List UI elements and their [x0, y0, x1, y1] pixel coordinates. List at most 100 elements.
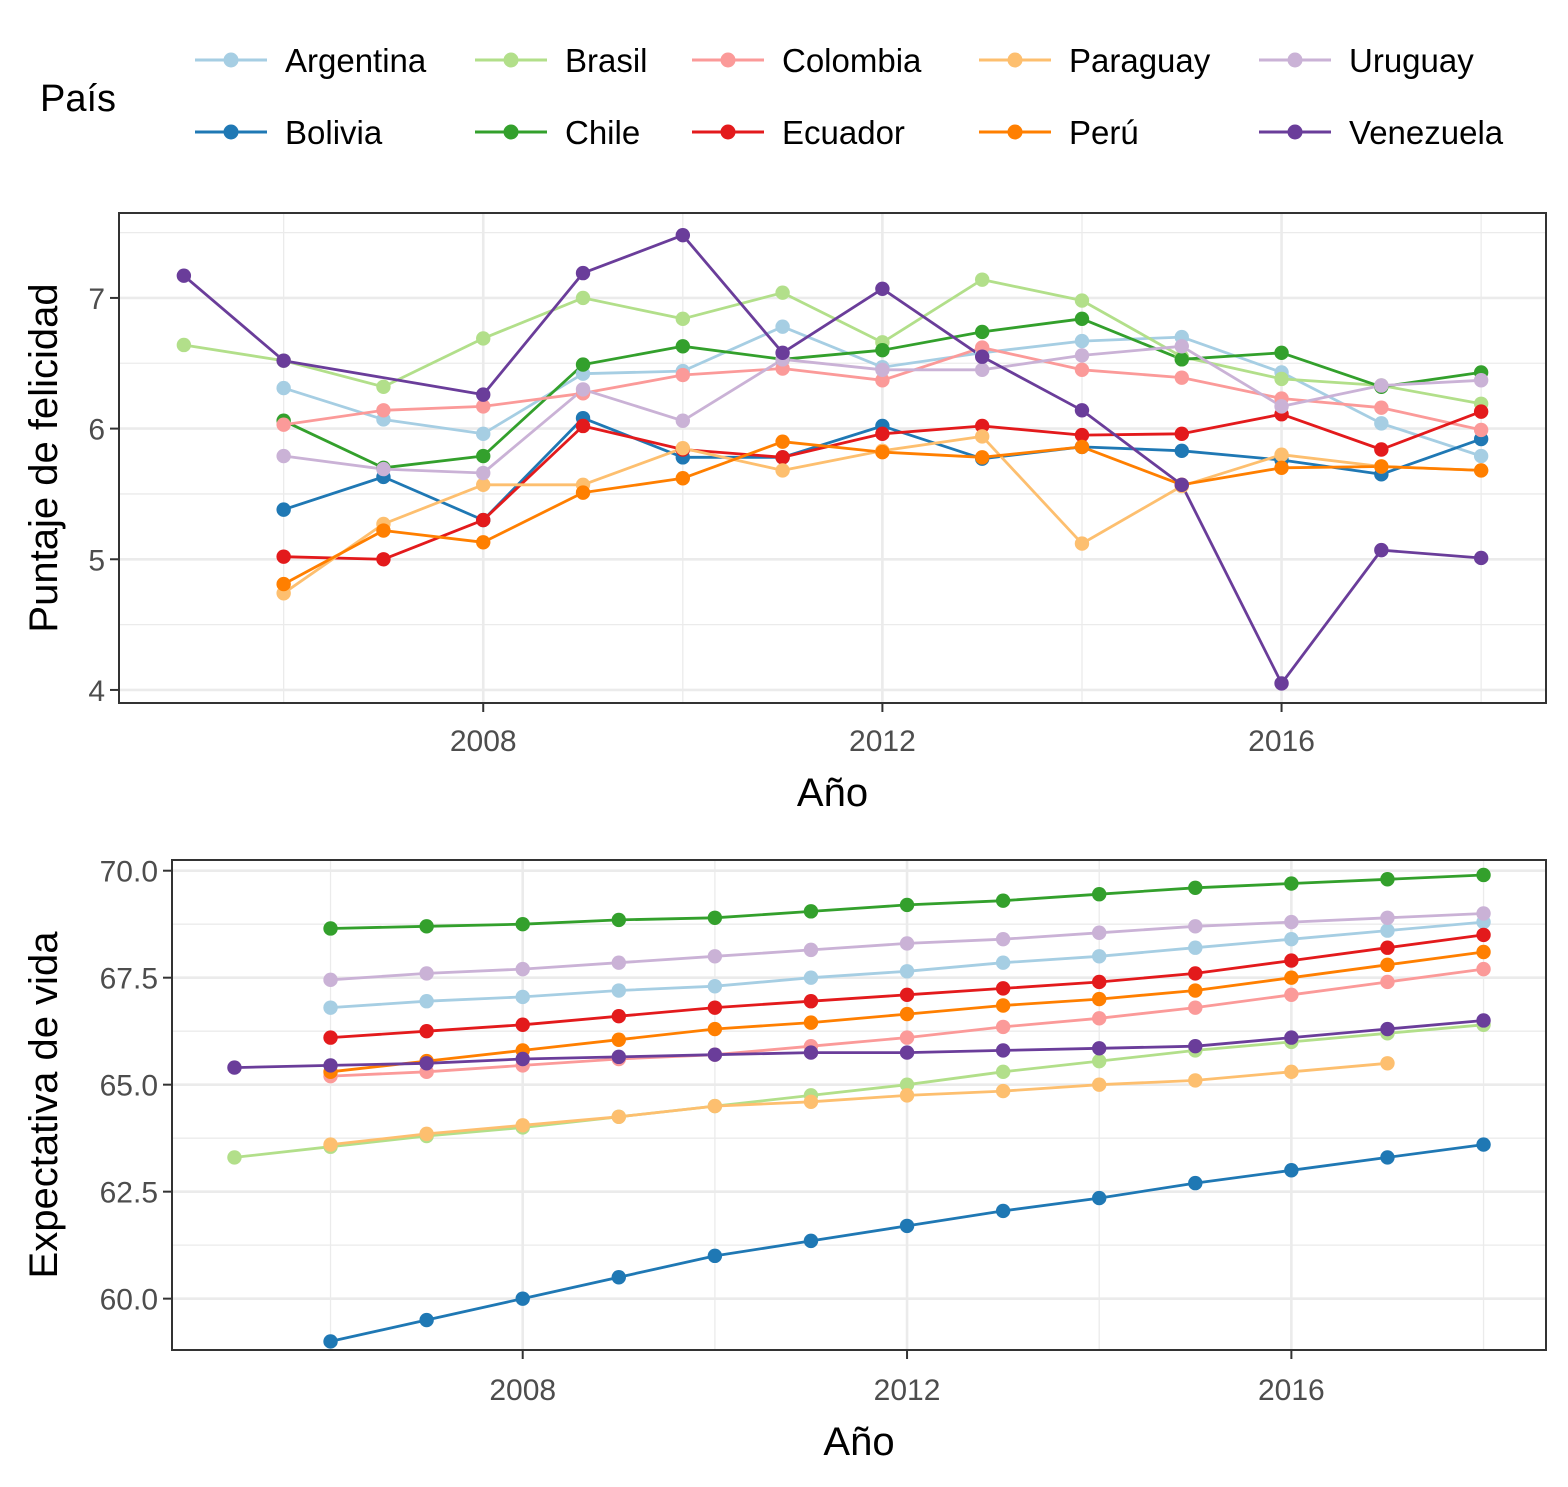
- data-point: [1476, 906, 1491, 921]
- data-point: [1074, 348, 1090, 363]
- data-point: [1380, 957, 1395, 973]
- data-point: [1074, 293, 1090, 308]
- legend-label: Bolivia: [285, 114, 383, 151]
- data-point: [974, 362, 990, 377]
- legend-title: País: [40, 78, 116, 120]
- data-point: [419, 1312, 434, 1328]
- data-point: [899, 1030, 915, 1045]
- data-point: [323, 1137, 338, 1152]
- data-point: [1274, 399, 1289, 414]
- happiness-panel: 2008 2012 2016 4 5 6 7 Año Puntaje de felicidad: [22, 212, 1547, 815]
- data-point: [1374, 400, 1389, 415]
- data-point: [276, 448, 291, 464]
- data-point: [515, 916, 530, 932]
- data-point: [1188, 940, 1203, 955]
- data-point: [803, 1233, 819, 1249]
- series-line-paraguay: [330, 1061, 1388, 1146]
- series-line-venezuela: [234, 1019, 1484, 1069]
- data-point: [611, 1009, 626, 1024]
- legend-label: Chile: [565, 114, 640, 151]
- data-point: [1274, 460, 1289, 475]
- data-point: [1274, 447, 1289, 462]
- x-tick-label: 2008: [450, 725, 517, 758]
- data-point: [1074, 536, 1090, 551]
- data-point: [1074, 311, 1090, 327]
- legend-label: Uruguay: [1349, 42, 1474, 79]
- data-point: [974, 349, 990, 364]
- points-ecuador: [323, 927, 1491, 1045]
- data-point: [1092, 991, 1107, 1007]
- data-point: [1476, 1137, 1491, 1152]
- data-point: [1274, 345, 1289, 361]
- data-point: [707, 910, 723, 925]
- data-point: [1174, 370, 1189, 385]
- data-point: [1476, 944, 1491, 960]
- legend-key-point: [503, 52, 519, 68]
- data-point: [611, 1049, 626, 1065]
- data-point: [1188, 1073, 1203, 1088]
- data-point: [1473, 463, 1489, 478]
- data-point: [227, 1150, 242, 1165]
- data-point: [476, 448, 491, 464]
- legend-label: Paraguay: [1069, 42, 1211, 79]
- legend-key-point: [1007, 124, 1023, 140]
- legend-item-argentina: Argentina: [195, 42, 427, 79]
- data-point: [276, 353, 291, 368]
- data-point: [419, 1056, 434, 1071]
- y-tick-label: 62.5: [100, 1177, 158, 1210]
- data-point: [611, 1270, 626, 1285]
- data-point: [707, 979, 723, 994]
- legend-item-brasil: Brasil: [475, 42, 648, 79]
- data-point: [1284, 876, 1299, 891]
- data-point: [899, 936, 915, 951]
- data-point: [1380, 974, 1395, 990]
- data-point: [803, 1045, 819, 1060]
- data-point: [995, 981, 1011, 996]
- data-point: [995, 955, 1011, 970]
- data-point: [1074, 439, 1090, 455]
- x-tick-label: 2012: [874, 1374, 941, 1407]
- data-point: [995, 893, 1011, 908]
- series-line-brasil: [183, 278, 1482, 406]
- data-point: [675, 471, 691, 486]
- data-point: [899, 1045, 915, 1060]
- data-point: [875, 362, 890, 377]
- data-point: [995, 998, 1011, 1013]
- data-point: [1284, 931, 1299, 947]
- data-point: [1476, 867, 1491, 883]
- data-point: [899, 1006, 915, 1022]
- data-point: [1284, 1030, 1299, 1045]
- legend: País Argentina Brasil Colombia Paraguay Urug…: [40, 42, 1504, 151]
- x-axis-title: Año: [823, 1420, 894, 1464]
- legend-item-bolivia: Bolivia: [195, 114, 383, 151]
- legend-item-ecuador: Ecuador: [692, 114, 905, 151]
- panel-border: [118, 212, 1547, 704]
- points-chile: [323, 867, 1491, 936]
- data-point: [575, 485, 591, 500]
- data-point: [1380, 1150, 1395, 1165]
- data-point: [1476, 1013, 1491, 1028]
- data-point: [515, 1051, 530, 1067]
- legend-label: Ecuador: [782, 114, 905, 151]
- data-point: [675, 441, 691, 456]
- data-point: [1274, 371, 1289, 387]
- data-point: [1476, 927, 1491, 943]
- data-point: [1473, 373, 1489, 388]
- data-point: [1092, 925, 1107, 940]
- data-point: [323, 1000, 338, 1015]
- data-point: [611, 983, 626, 998]
- y-tick-label: 60.0: [100, 1284, 158, 1317]
- data-point: [899, 987, 915, 1003]
- data-point: [675, 311, 691, 327]
- data-point: [419, 1126, 434, 1142]
- data-point: [675, 339, 691, 354]
- data-point: [227, 1060, 242, 1075]
- data-point: [515, 1017, 530, 1032]
- legend-key-point: [1287, 124, 1303, 140]
- legend-key-point: [1287, 52, 1303, 68]
- legend-key-point: [720, 52, 736, 68]
- data-point: [875, 373, 890, 388]
- y-axis-title: Expectativa de vida: [22, 931, 66, 1279]
- data-point: [775, 434, 790, 449]
- x-axis-title: Año: [797, 771, 868, 815]
